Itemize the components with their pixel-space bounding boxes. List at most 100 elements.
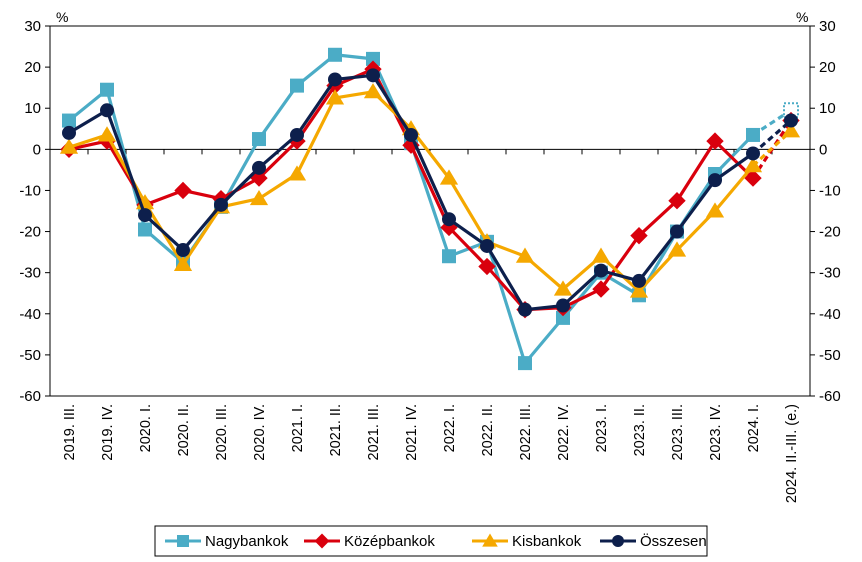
series-line (67, 53, 755, 365)
legend-label: Középbankok (344, 533, 435, 550)
plot-frame (49, 25, 811, 397)
y-tick-label-left: 20 (24, 59, 41, 76)
x-category-label: 2022. IV. (556, 404, 572, 461)
data-point-marker (746, 127, 760, 142)
x-category-label: 2022. III. (518, 404, 534, 460)
data-point-marker (556, 298, 570, 313)
data-point-marker (138, 222, 152, 237)
data-point-marker (363, 83, 383, 99)
right-axis-unit: % (796, 9, 808, 25)
legend-label: Nagybankok (205, 533, 289, 550)
data-point-marker (744, 169, 762, 187)
legend: Nagybankok Középbankok Kisbankok Összesen (154, 525, 708, 557)
data-point-marker (783, 102, 799, 119)
data-point-marker (62, 125, 76, 140)
x-category-label: 2019. III. (62, 404, 78, 460)
x-category-label: 2022. I. (442, 404, 458, 452)
data-point-marker (705, 202, 725, 218)
data-point-marker (402, 136, 420, 154)
x-category-label: 2023. IV. (708, 404, 724, 461)
x-category-label: 2024. I. (746, 404, 762, 452)
data-point-marker (556, 310, 570, 325)
y-tick-label-left: 30 (24, 18, 41, 35)
data-point-marker (670, 224, 684, 239)
y-tick-label-right: 10 (819, 100, 836, 117)
y-tick-label-right: -30 (819, 265, 841, 282)
series-nagybankok (62, 47, 799, 371)
series-kisbankok (59, 83, 801, 298)
data-point-marker (250, 169, 268, 187)
y-tick-label-left: -10 (19, 182, 41, 199)
y-tick-label-right: -40 (819, 306, 841, 323)
data-point-marker (442, 212, 456, 227)
data-point-marker (252, 132, 266, 147)
data-point-marker (591, 247, 611, 263)
series-line-estimate (752, 108, 792, 137)
legend-item: Kisbankok (472, 533, 582, 550)
data-point-marker (173, 255, 193, 271)
x-category-label: 2020. I. (138, 404, 154, 452)
x-category-label: 2020. IV. (252, 404, 268, 461)
axis-labels: -60 -60 -50 -50 -40 -40 -30 -30 -20 -20 -10 -10 0 0 10… (19, 18, 840, 503)
x-category-label: 2022. II. (480, 404, 496, 456)
x-category-label: 2021. I. (290, 404, 306, 452)
data-point-marker (743, 157, 763, 173)
data-point-marker (612, 535, 624, 547)
data-point-marker (214, 197, 228, 212)
data-point-marker (290, 78, 304, 93)
data-point-marker (174, 181, 192, 200)
y-tick-label-right: -20 (819, 224, 841, 241)
data-point-marker (439, 169, 459, 185)
series-összesen (62, 68, 798, 317)
data-point-marker (100, 103, 114, 118)
y-tick-label-left: -50 (19, 347, 41, 364)
data-point-marker (328, 47, 342, 62)
data-point-marker (100, 82, 114, 97)
data-point-marker (442, 249, 456, 264)
y-tick-label-right: -10 (819, 182, 841, 199)
series-középbankok (60, 60, 800, 319)
data-point-marker (176, 243, 190, 258)
data-point-marker (518, 302, 532, 317)
legend-item: Középbankok (304, 533, 435, 550)
x-category-label: 2020. II. (176, 404, 192, 456)
data-point-marker (594, 263, 608, 278)
y-tick-label-right: -50 (819, 347, 841, 364)
y-tick-label-left: -60 (19, 388, 41, 405)
data-point-marker (62, 113, 76, 128)
y-tick-label-right: 0 (819, 141, 827, 158)
y-tick-label-right: 30 (819, 18, 836, 35)
data-point-marker (515, 247, 535, 263)
y-tick-label-left: -20 (19, 224, 41, 241)
data-point-marker (708, 173, 722, 188)
data-point-marker (478, 257, 496, 276)
plot-area (45, 25, 815, 397)
data-point-marker (287, 165, 307, 181)
x-category-label: 2021. II. (328, 404, 344, 456)
data-point-marker (404, 127, 418, 142)
x-category-label: 2021. IV. (404, 404, 420, 461)
data-point-marker (480, 238, 494, 253)
data-point-marker (328, 72, 342, 87)
data-point-marker (482, 533, 498, 547)
legend-item: Nagybankok (165, 533, 289, 550)
legend-label: Összesen (640, 532, 707, 550)
x-category-label: 2020. III. (214, 404, 230, 460)
y-tick-label-left: -30 (19, 265, 41, 282)
legend-label: Kisbankok (512, 533, 582, 550)
legend-item: Összesen (600, 532, 707, 550)
data-point-marker (784, 113, 798, 128)
y-tick-label-right: -60 (819, 388, 841, 405)
series-layer (59, 47, 801, 371)
data-point-marker (138, 208, 152, 223)
data-point-marker (630, 226, 648, 245)
x-category-label: 2024. II.-III. (e.) (784, 404, 800, 503)
left-axis-unit: % (56, 9, 68, 25)
x-category-label: 2023. II. (632, 404, 648, 456)
data-point-marker (781, 122, 801, 138)
data-point-marker (706, 132, 724, 150)
x-category-label: 2019. IV. (100, 404, 116, 461)
data-point-marker (177, 535, 189, 547)
data-point-marker (667, 241, 687, 257)
y-tick-label-left: 10 (24, 100, 41, 117)
